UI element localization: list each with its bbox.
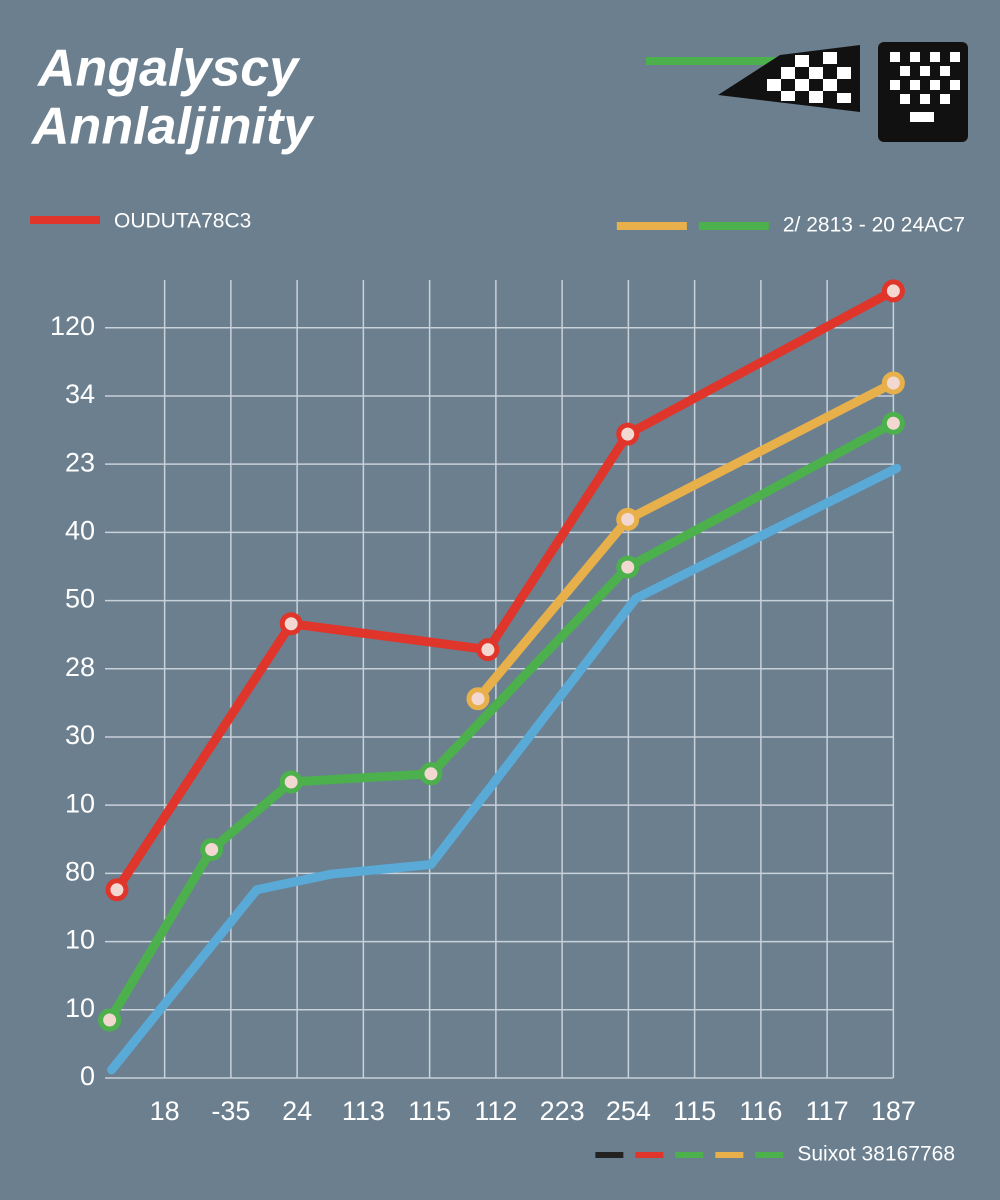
y-tick-label: 10 — [65, 925, 95, 955]
x-tick-label: 254 — [606, 1096, 651, 1126]
y-tick-label: 0 — [80, 1061, 95, 1091]
marker — [881, 371, 905, 395]
marker — [881, 411, 905, 435]
marker — [279, 770, 303, 794]
x-tick-label: 187 — [871, 1096, 916, 1126]
series-line — [107, 463, 902, 1075]
marker — [616, 422, 640, 446]
x-tick-label: 115 — [408, 1096, 451, 1126]
x-tick-label: 115 — [673, 1096, 716, 1126]
y-tick-label: 40 — [65, 515, 95, 545]
marker — [476, 638, 500, 662]
legend-label: 2/ 2813 - 20 24AC7 — [783, 214, 965, 237]
y-tick-label: 80 — [65, 857, 95, 887]
marker — [616, 507, 640, 531]
y-tick-label: 50 — [65, 584, 95, 614]
y-tick-label: 120 — [50, 311, 95, 341]
x-tick-label: 112 — [474, 1096, 517, 1126]
chart-title: Annlaljinity — [30, 98, 315, 156]
y-tick-label: 10 — [65, 993, 95, 1023]
legend-label: OUDUTA78C3 — [114, 210, 251, 233]
y-tick-label: 28 — [65, 652, 95, 682]
y-tick-label: 34 — [65, 379, 95, 409]
series-line — [105, 418, 898, 1025]
marker — [466, 687, 490, 711]
x-tick-label: -35 — [211, 1096, 250, 1126]
y-tick-label: 10 — [65, 788, 95, 818]
legend-label: Suixot 38167768 — [797, 1143, 955, 1166]
x-tick-label: 18 — [150, 1096, 180, 1126]
chart-title: Angalyscy — [36, 40, 301, 98]
x-tick-label: 24 — [282, 1096, 312, 1126]
x-tick-label: 116 — [739, 1096, 782, 1126]
marker — [98, 1008, 122, 1032]
x-tick-label: 117 — [806, 1096, 849, 1126]
marker — [419, 762, 443, 786]
marker — [200, 838, 224, 862]
marker — [105, 878, 129, 902]
x-tick-label: 223 — [540, 1096, 585, 1126]
flag-icon — [646, 42, 968, 142]
y-tick-label: 23 — [65, 447, 95, 477]
marker — [616, 555, 640, 579]
x-tick-label: 113 — [342, 1096, 385, 1126]
marker — [881, 279, 905, 303]
marker — [279, 612, 303, 636]
y-tick-label: 30 — [65, 720, 95, 750]
